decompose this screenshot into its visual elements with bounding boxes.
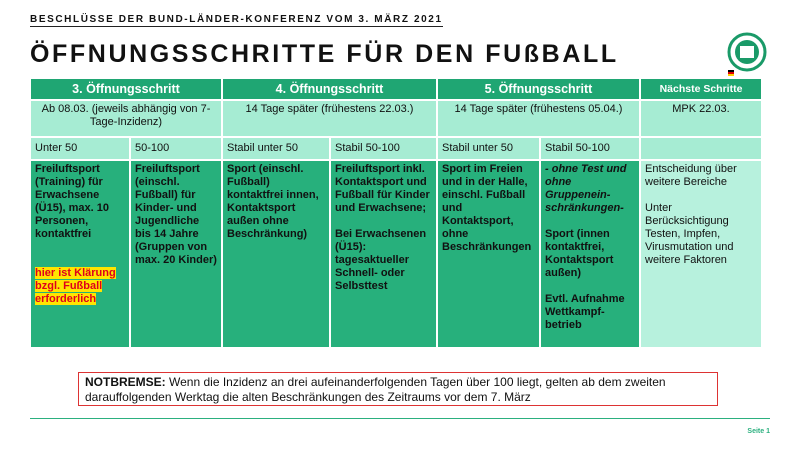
level-cell: 50-100 bbox=[130, 137, 222, 160]
notice-text: Wenn die Inzidenz an drei aufeinanderfol… bbox=[85, 375, 666, 404]
content-cell: Entscheidung über weitere Bereiche Unter … bbox=[640, 160, 762, 348]
content-cell: Freiluftsport (einschl. Fußball) für Kin… bbox=[130, 160, 222, 348]
date-cell: Ab 08.03. (jeweils abhängig von 7-Tage-I… bbox=[30, 100, 222, 137]
content-cell: Sport (einschl. Fußball) kontaktfrei inn… bbox=[222, 160, 330, 348]
step-header: 4. Öffnungsschritt bbox=[222, 78, 437, 100]
cell-paragraph: Sport im Freien und in der Halle, einsch… bbox=[442, 163, 532, 253]
cell-paragraph: Unter Berücksichtigung Testen, Impfen, V… bbox=[645, 202, 734, 266]
level-cell bbox=[640, 137, 762, 160]
content-cell: - ohne Test und ohne Gruppenein-schränku… bbox=[540, 160, 640, 348]
date-cell: 14 Tage später (frühestens 22.03.) bbox=[222, 100, 437, 137]
logo bbox=[727, 32, 767, 76]
cell-paragraph: Freiluftsport (Training) für Erwachsene … bbox=[35, 163, 109, 240]
page-number: Seite 1 bbox=[747, 428, 770, 435]
cell-paragraph: Freiluftsport (einschl. Fußball) für Kin… bbox=[135, 163, 217, 266]
date-cell: 14 Tage später (frühestens 05.04.) bbox=[437, 100, 640, 137]
cell-paragraph: Sport (innen kontaktfrei, Kontaktsport a… bbox=[545, 228, 614, 279]
footer-rule bbox=[30, 418, 770, 419]
level-cell: Stabil 50-100 bbox=[330, 137, 437, 160]
date-cell: MPK 22.03. bbox=[640, 100, 762, 137]
cell-paragraph: - ohne Test und ohne Gruppenein-schränku… bbox=[545, 163, 627, 214]
title: ÖFFNUNGSSCHRITTE FÜR DEN FUßBALL bbox=[30, 40, 619, 68]
logo-mark bbox=[740, 46, 754, 58]
cell-paragraph: Entscheidung über weitere Bereiche bbox=[645, 163, 737, 188]
cell-paragraph: Bei Erwachsenen (Ü15): tagesaktueller Sc… bbox=[335, 228, 427, 292]
logo-flag bbox=[728, 70, 734, 72]
logo-flag bbox=[728, 72, 734, 74]
notice: NOTBREMSE: Wenn die Inzidenz an drei auf… bbox=[78, 372, 718, 406]
content-cell: Freiluftsport inkl. Kontaktsport und Fuß… bbox=[330, 160, 437, 348]
cell-paragraph: Sport (einschl. Fußball) kontaktfrei inn… bbox=[227, 163, 319, 240]
level-cell: Stabil 50-100 bbox=[540, 137, 640, 160]
content-cell: Sport im Freien und in der Halle, einsch… bbox=[437, 160, 540, 348]
cell-paragraph: Freiluftsport inkl. Kontaktsport und Fuß… bbox=[335, 163, 430, 214]
level-cell: Stabil unter 50 bbox=[222, 137, 330, 160]
cell-paragraph: Evtl. Aufnahme Wettkampf-betrieb bbox=[545, 293, 625, 331]
highlight: hier ist Klärung bzgl. Fußball erforderl… bbox=[35, 267, 116, 305]
step-header: 5. Öffnungsschritt bbox=[437, 78, 640, 100]
level-cell: Stabil unter 50 bbox=[437, 137, 540, 160]
notice-label: NOTBREMSE: bbox=[85, 375, 166, 389]
content-cell: Freiluftsport (Training) für Erwachsene … bbox=[30, 160, 130, 348]
logo-flag bbox=[728, 74, 734, 76]
cell-paragraph: hier ist Klärung bzgl. Fußball erforderl… bbox=[35, 267, 125, 306]
step-header: 3. Öffnungsschritt bbox=[30, 78, 222, 100]
level-cell: Unter 50 bbox=[30, 137, 130, 160]
step-header: Nächste Schritte bbox=[640, 78, 762, 100]
subtitle: BESCHLÜSSE DER BUND-LÄNDER-KONFERENZ VOM… bbox=[30, 14, 443, 27]
